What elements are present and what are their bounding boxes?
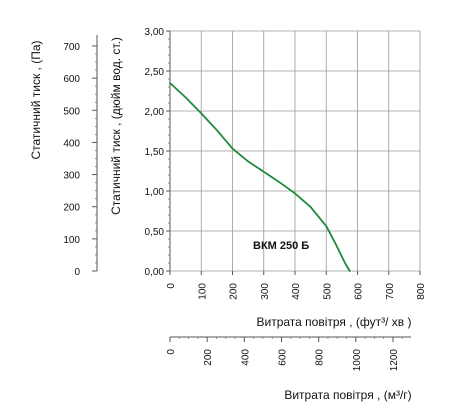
- x-bottom-tick-label: 1000: [352, 349, 363, 372]
- x-top-tick-label: 600: [354, 283, 365, 300]
- x-bottom-axis-title: Витрата повітря , (м³/г): [284, 388, 411, 402]
- x-bottom-tick-label: 800: [315, 349, 326, 366]
- y-right-axis-title: Статичний тиск , (дюйм вод. ст.): [109, 37, 123, 215]
- series: [169, 82, 351, 272]
- x-bottom-tick-label: 200: [203, 349, 214, 366]
- right-axis: 0,00 0,50 1,00 1,50 2,00 2,50 3,00: [145, 27, 171, 278]
- y-right-tick-label: 2,00: [145, 107, 165, 118]
- x-axis-bottom: 0 200 400 600 800 1000 1200: [166, 336, 411, 372]
- y-right-tick-label: 0,50: [145, 227, 165, 238]
- x-axis-top: 0 100 200 300 400 500 600 700 800: [166, 271, 427, 300]
- x-top-tick-label: 100: [197, 283, 208, 300]
- y-right-tick-label: 1,00: [145, 187, 165, 198]
- y-right-tick-label: 1,50: [145, 147, 165, 158]
- y-left-tick-label: 500: [63, 106, 80, 117]
- model-label: ВКМ 250 Б: [253, 240, 309, 252]
- x-top-tick-label: 300: [260, 283, 271, 300]
- x-bottom-tick-label: 400: [240, 349, 251, 366]
- y-left-tick-label: 600: [63, 74, 80, 85]
- y-right-tick-label: 3,00: [145, 27, 165, 38]
- grid: [169, 30, 421, 272]
- y-left-tick-label: 100: [63, 235, 80, 246]
- x-bottom-tick-label: 600: [278, 349, 289, 366]
- y-left-axis-title: Статичний тиск , (Па): [29, 40, 43, 159]
- x-top-tick-label: 700: [385, 283, 396, 300]
- x-bottom-tick-label: 1200: [389, 349, 400, 372]
- y-left-tick-label: 300: [63, 171, 80, 182]
- y-left-tick-label: 400: [63, 138, 80, 149]
- x-top-tick-label: 500: [322, 283, 333, 300]
- y-right-tick-label: 0,00: [145, 267, 165, 278]
- x-top-tick-label: 200: [229, 283, 240, 300]
- x-top-axis-title: Витрата повітря , (фут³/ хв ): [256, 315, 411, 329]
- y-right-tick-label: 2,50: [145, 67, 165, 78]
- x-top-tick-label: 0: [166, 283, 177, 289]
- y-left-tick-label: 0: [74, 267, 80, 278]
- series-line: [169, 82, 351, 272]
- x-top-tick-label: 400: [291, 283, 302, 300]
- left-axis: 0 100 200 300 400 500 600 700: [63, 35, 98, 278]
- y-left-tick-label: 200: [63, 203, 80, 214]
- y-left-tick-label: 700: [63, 42, 80, 53]
- x-top-tick-label: 800: [416, 283, 427, 300]
- x-bottom-tick-label: 0: [166, 349, 177, 355]
